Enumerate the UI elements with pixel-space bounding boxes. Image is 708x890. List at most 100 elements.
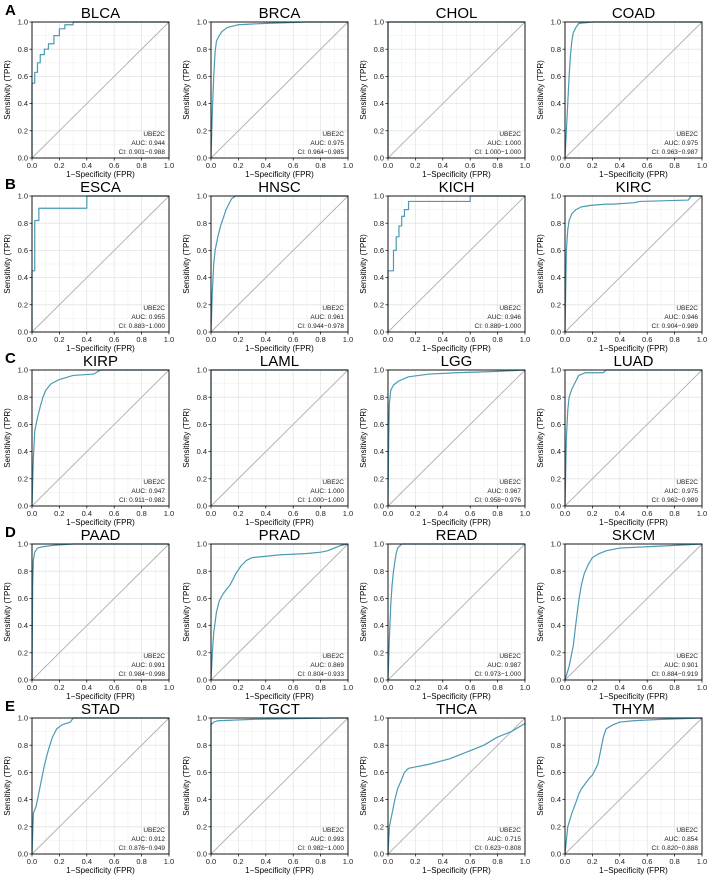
x-tick-label: 0.0 xyxy=(383,683,393,692)
y-tick-label: 0.0 xyxy=(551,154,561,163)
ci-value: CI: 0.973−1.000 xyxy=(475,671,522,678)
diagonal-reference-line xyxy=(387,717,526,855)
gene-label: UBE2C xyxy=(143,479,165,486)
auc-value: AUC: 0.946 xyxy=(664,314,698,321)
x-tick-label: 0.6 xyxy=(109,509,119,518)
y-tick-label: 1.0 xyxy=(18,714,28,723)
y-tick-label: 0.2 xyxy=(374,822,384,831)
y-tick-label: 0.2 xyxy=(18,822,28,831)
y-tick-label: 0.8 xyxy=(18,567,28,576)
x-tick-label: 0.4 xyxy=(438,161,448,170)
y-tick-label: 1.0 xyxy=(197,192,207,201)
x-tick-label: 0.6 xyxy=(288,509,298,518)
y-tick-label: 0.4 xyxy=(551,447,561,456)
roc-curve xyxy=(31,195,169,332)
y-tick-label: 1.0 xyxy=(197,714,207,723)
y-tick-label: 0.6 xyxy=(18,768,28,777)
y-tick-label: 1.0 xyxy=(374,714,384,723)
roc-curve xyxy=(387,195,525,332)
x-axis-label: 1−Specificity (FPR) xyxy=(599,866,668,875)
x-tick-label: 0.6 xyxy=(642,857,652,866)
panel-title: LGG xyxy=(441,353,473,370)
y-tick-label: 0.2 xyxy=(197,822,207,831)
x-tick-label: 0.8 xyxy=(136,509,146,518)
x-axis-label: 1−Specificity (FPR) xyxy=(599,692,668,701)
y-tick-label: 0.4 xyxy=(197,447,207,456)
gene-label: UBE2C xyxy=(676,131,698,138)
y-tick-label: 0.8 xyxy=(18,741,28,750)
x-tick-label: 0.8 xyxy=(136,161,146,170)
auc-value: AUC: 0.967 xyxy=(487,488,521,495)
y-tick-label: 0.2 xyxy=(197,126,207,135)
roc-curve xyxy=(31,543,169,681)
roc-panel-tgct: TGCT 0.00.0 0.2 0.2 0.4 0.4 0.6 0.6 0.8 0.8 1.0 1.0… xyxy=(182,701,353,875)
x-tick-label: 0.6 xyxy=(465,335,475,344)
plot-frame xyxy=(564,21,703,159)
y-axis-label: Sensitivity (TPR) xyxy=(3,60,12,120)
x-tick-label: 1.0 xyxy=(164,161,174,170)
x-axis-label: 1−Specificity (FPR) xyxy=(66,692,135,701)
x-tick-label: 0.8 xyxy=(492,335,502,344)
auc-value: AUC: 0.854 xyxy=(664,836,698,843)
y-tick-label: 1.0 xyxy=(551,192,561,201)
plot-frame xyxy=(564,717,703,855)
x-tick-label: 0.6 xyxy=(109,161,119,170)
y-tick-label: 0.0 xyxy=(551,328,561,337)
ci-value: CI: 1.000−1.000 xyxy=(475,149,522,156)
x-tick-label: 0.4 xyxy=(261,857,271,866)
y-tick-label: 0.6 xyxy=(197,594,207,603)
diagonal-reference-line xyxy=(210,369,349,507)
diagonal-reference-line xyxy=(564,543,703,681)
y-tick-label: 0.8 xyxy=(18,219,28,228)
x-axis-label: 1−Specificity (FPR) xyxy=(599,344,668,353)
y-tick-label: 0.6 xyxy=(197,246,207,255)
x-tick-label: 0.8 xyxy=(136,857,146,866)
y-tick-label: 0.0 xyxy=(551,676,561,685)
y-tick-label: 1.0 xyxy=(18,192,28,201)
auc-value: AUC: 0.901 xyxy=(664,662,698,669)
x-tick-label: 0.2 xyxy=(54,161,64,170)
ci-value: CI: 0.944−0.978 xyxy=(298,323,345,330)
roc-curve xyxy=(564,543,703,681)
panel-title: KIRP xyxy=(83,353,118,370)
y-tick-label: 1.0 xyxy=(374,366,384,375)
x-tick-label: 1.0 xyxy=(697,161,707,170)
gene-label: UBE2C xyxy=(676,827,698,834)
plot-frame xyxy=(210,543,349,681)
auc-value: AUC: 0.955 xyxy=(131,314,165,321)
x-tick-label: 1.0 xyxy=(697,509,707,518)
x-tick-label: 1.0 xyxy=(520,335,530,344)
y-tick-label: 1.0 xyxy=(18,366,28,375)
y-tick-label: 0.8 xyxy=(551,567,561,576)
panel-title: KIRC xyxy=(616,179,652,196)
x-axis-label: 1−Specificity (FPR) xyxy=(245,170,314,179)
y-tick-label: 0.0 xyxy=(374,850,384,859)
ci-value: CI: 0.804−0.933 xyxy=(298,671,345,678)
panel-title: STAD xyxy=(81,701,120,718)
y-tick-label: 0.8 xyxy=(18,45,28,54)
y-tick-label: 0.6 xyxy=(18,72,28,81)
x-axis-label: 1−Specificity (FPR) xyxy=(245,344,314,353)
panel-title: HNSC xyxy=(258,179,301,196)
plot-frame xyxy=(387,195,526,333)
y-tick-label: 0.8 xyxy=(197,567,207,576)
x-axis-label: 1−Specificity (FPR) xyxy=(66,866,135,875)
diagonal-reference-line xyxy=(387,21,526,159)
roc-panel-chol: CHOL 0.00.0 0.2 0.2 0.4 0.4 0.6 0.6 0.8 0.8 1.0 1.0… xyxy=(359,5,530,179)
y-tick-label: 0.8 xyxy=(197,741,207,750)
y-tick-label: 0.4 xyxy=(551,273,561,282)
y-axis-label: Sensitivity (TPR) xyxy=(3,234,12,294)
x-tick-label: 1.0 xyxy=(164,857,174,866)
x-tick-label: 1.0 xyxy=(697,683,707,692)
panel-label-d: D xyxy=(5,524,16,541)
roc-curve xyxy=(31,369,169,507)
y-tick-label: 0.4 xyxy=(197,795,207,804)
x-tick-label: 0.2 xyxy=(233,335,243,344)
y-tick-label: 0.6 xyxy=(374,72,384,81)
x-tick-label: 0.6 xyxy=(465,857,475,866)
plot-frame xyxy=(387,369,526,507)
y-tick-label: 0.8 xyxy=(374,393,384,402)
auc-value: AUC: 0.869 xyxy=(310,662,344,669)
y-tick-label: 0.6 xyxy=(197,420,207,429)
